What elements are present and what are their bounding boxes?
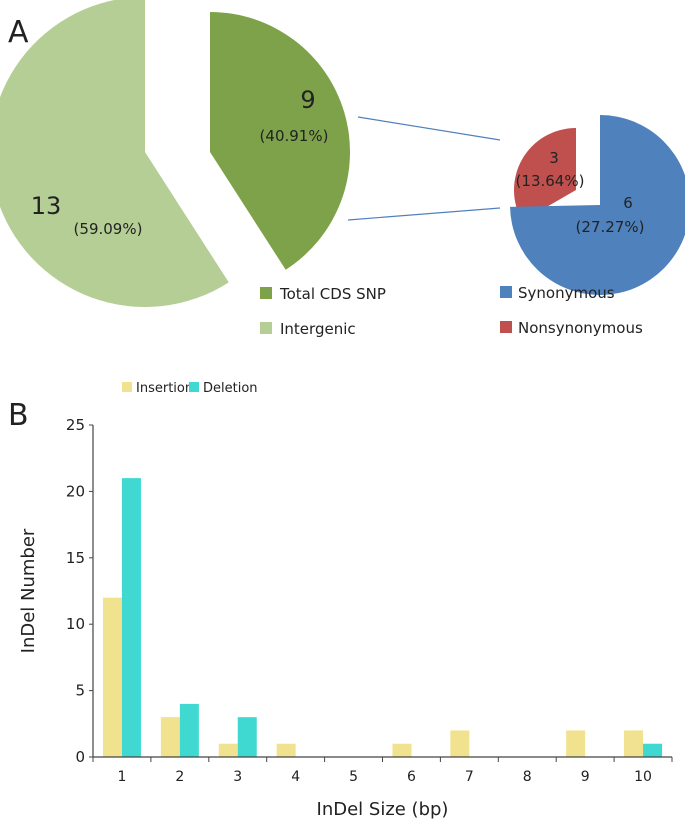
y-tick-label: 5 xyxy=(75,682,85,700)
x-axis-title: InDel Size (bp) xyxy=(317,799,449,820)
snp-pie-chart: 13 (59.09%) 9 (40.91%) xyxy=(0,0,350,307)
bar-insertion-2 xyxy=(160,717,180,757)
legend-label-intergenic: Intergenic xyxy=(280,320,356,338)
legend-swatch-deletion xyxy=(189,382,199,392)
data-label-synonymous-percent: (27.27%) xyxy=(576,218,645,236)
data-label-intergenic-count: 13 xyxy=(31,192,62,220)
legend-swatch-insertion xyxy=(122,382,132,392)
bar-insertion-1 xyxy=(102,597,122,757)
x-tick-label: 7 xyxy=(465,769,474,785)
cds-snp-pie-chart: 3 (13.64%) 6 (27.27%) xyxy=(510,115,685,295)
x-tick-label: 9 xyxy=(581,769,590,785)
bar-insertion-10 xyxy=(624,730,644,757)
pie-slice-nonsynonymous xyxy=(514,128,576,221)
bar-deletion-10 xyxy=(643,743,663,757)
x-tick-label: 8 xyxy=(523,769,532,785)
legend-label-cds: Total CDS SNP xyxy=(279,285,386,303)
data-label-synonymous-count: 6 xyxy=(623,194,633,212)
legend-label-synonymous: Synonymous xyxy=(518,284,615,302)
x-tick-label: 3 xyxy=(233,769,242,785)
x-tick-label: 1 xyxy=(117,769,126,785)
y-tick-label: 0 xyxy=(75,748,85,766)
x-tick-label: 5 xyxy=(349,769,358,785)
bar-insertion-4 xyxy=(276,743,296,757)
bar-insertion-6 xyxy=(392,743,412,757)
legend-label-insertion: Insertion xyxy=(136,381,193,396)
x-tick-label: 10 xyxy=(634,769,652,785)
bar-deletion-3 xyxy=(237,717,257,757)
x-tick-label: 6 xyxy=(407,769,416,785)
y-tick-label: 20 xyxy=(66,482,85,500)
legend-swatch-synonymous xyxy=(500,286,512,298)
data-label-intergenic-percent: (59.09%) xyxy=(74,220,143,238)
legend-label-nonsynonymous: Nonsynonymous xyxy=(518,319,643,337)
y-tick-label: 15 xyxy=(66,549,85,567)
bar-deletion-2 xyxy=(179,703,199,757)
data-label-nonsynonymous-percent: (13.64%) xyxy=(516,172,585,190)
y-tick-label: 10 xyxy=(66,615,85,633)
bar-insertion-7 xyxy=(450,730,470,757)
connector-line-bottom xyxy=(347,207,501,221)
legend-swatch-cds xyxy=(260,287,272,299)
legend-label-deletion: Deletion xyxy=(203,381,258,396)
x-tick-label: 2 xyxy=(175,769,184,785)
pie-slice-total-cds-snp xyxy=(210,12,350,270)
data-label-nonsynonymous-count: 3 xyxy=(549,149,559,167)
data-label-cds-percent: (40.91%) xyxy=(260,127,329,145)
legend-swatch-intergenic xyxy=(260,322,272,334)
panel-label-a: A xyxy=(8,15,29,50)
panel-label-b: B xyxy=(8,398,29,433)
data-label-cds-count: 9 xyxy=(300,86,315,114)
bar-insertion-9 xyxy=(566,730,586,757)
bar-deletion-1 xyxy=(121,478,141,757)
legend-swatch-nonsynonymous xyxy=(500,321,512,333)
pie-legend: Total CDS SNP Intergenic Synonymous Nons… xyxy=(260,284,643,338)
connector-line-top xyxy=(357,116,501,141)
pie-slice-intergenic xyxy=(0,0,229,307)
y-tick-label: 25 xyxy=(66,416,85,434)
x-tick-label: 4 xyxy=(291,769,300,785)
indel-bar-chart: Insertion Deletion 0 5 10 15 20 25 1 2 3 4 5 6 7 8 9 10 In… xyxy=(18,381,673,820)
pie-slice-synonymous xyxy=(510,115,685,295)
bar-insertion-3 xyxy=(218,743,238,757)
y-axis-title: InDel Number xyxy=(18,528,39,653)
